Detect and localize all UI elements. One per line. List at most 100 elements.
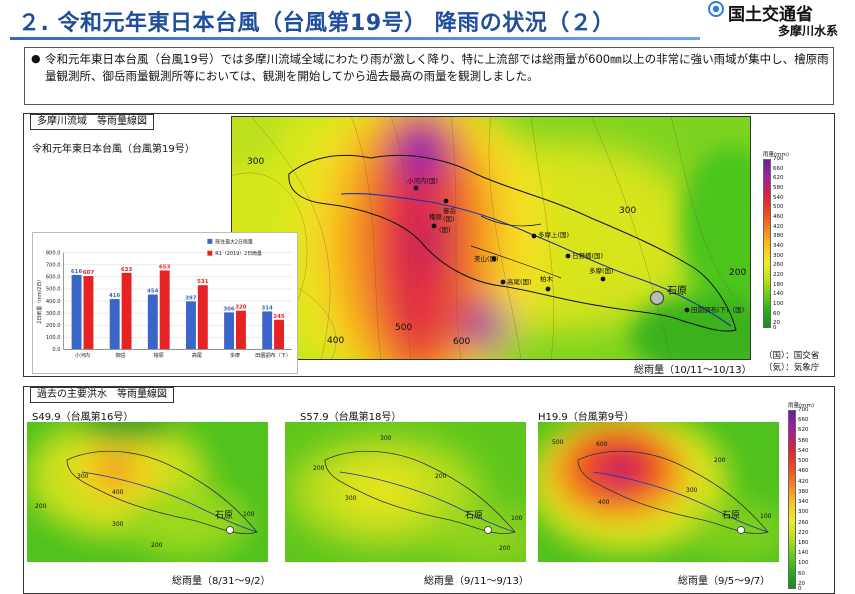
legend-tick-label: 460	[798, 468, 809, 475]
legend-tick-label: 340	[798, 499, 809, 506]
legend-tick-label: 500	[798, 458, 809, 465]
y-tick-label: 800.0	[46, 250, 61, 256]
x-tick-label: 小河内	[75, 352, 90, 359]
bar-value-label: 607	[83, 270, 95, 276]
legend-tick-label: 100	[798, 560, 809, 567]
legend-title: 雨量(mm)	[788, 403, 815, 409]
rainfall-legend-top: 雨量(mm) 700 660 620 580 540 500 460 420 380 340 300…	[763, 150, 789, 331]
ishihara-marker-icon	[737, 526, 745, 534]
bar	[159, 270, 170, 350]
legend-tick-label: 60	[773, 310, 780, 317]
bar-value-label: 633	[121, 267, 133, 273]
legend-tick-label: 20	[773, 320, 780, 327]
y-tick-label: 600.0	[46, 275, 61, 281]
legend-tick-label: 700	[798, 407, 809, 413]
map-caption-total-rain: 総雨量（10/11～10/13）	[634, 365, 752, 376]
station-label-ogouchi: 小河内(国)	[407, 176, 438, 185]
summary-text: 令和元年東日本台風（台風19号）では多摩川流域全域にわたり雨が激しく降り、特に上…	[45, 52, 829, 83]
bar	[185, 301, 196, 350]
station-label-ishihara: 石原	[722, 510, 740, 521]
x-tick-label: 檜原	[154, 352, 164, 359]
contour-label: 200	[151, 542, 163, 549]
legend-tick-label: 380	[773, 233, 784, 240]
legend-tick-label: 420	[773, 223, 784, 230]
page-title: ２. 令和元年東日本台風（台風第19号） 降雨の状況（２）	[18, 11, 615, 36]
rainfall-legend-bottom: 雨量(mm) 700 660 620 580 540 500 460 420 380 340 300…	[788, 401, 814, 592]
station-label-hinobashi: 日野橋(国)	[572, 251, 603, 260]
station-label-tamayama: 美山(国)	[474, 254, 499, 263]
x-tick-label: 高尾	[192, 352, 202, 359]
legend-tick-label: 180	[798, 539, 809, 546]
contour-label: 600	[596, 441, 608, 448]
bar	[274, 319, 285, 350]
bar	[147, 294, 158, 350]
y-tick-label: 300.0	[46, 311, 61, 317]
x-tick-label: 御岳	[116, 352, 126, 359]
legend-tick-label: 620	[773, 175, 784, 182]
legend-tick-label: 660	[798, 417, 809, 424]
contour-label: 300	[77, 473, 89, 480]
bar	[224, 312, 235, 350]
legend-tick-label: 580	[798, 437, 809, 444]
contour-label-500: 500	[395, 323, 412, 333]
bar	[235, 310, 246, 350]
y-tick-label: 500.0	[46, 287, 61, 293]
map-caption-s57: 総雨量（9/11～9/13）	[424, 576, 529, 587]
legend-label: 既往最大2日雨量	[215, 238, 253, 245]
legend-tick-label: 300	[773, 252, 784, 259]
legend-swatch	[207, 250, 213, 256]
legend-tick-label: 300	[798, 509, 809, 516]
station-label-kashiwagi: 柏木	[540, 274, 554, 283]
station-label-denenchofu: 田園調布(下)（国)	[691, 305, 744, 314]
station-label-ishihara: 石原	[667, 285, 687, 297]
map-caption-s49: 総雨量（8/31～9/2）	[172, 576, 271, 587]
source-note-jma: （気）：気象庁	[764, 363, 820, 373]
ishihara-marker-icon	[649, 290, 665, 306]
map-caption-h19: 総雨量（9/5～9/7）	[678, 576, 771, 587]
tama-basin-isohyet-panel: 多摩川流域 等雨量線図 令和元年東日本台風（台風第19号）	[23, 113, 835, 377]
isohyet-map-s49: 400 300 200 300 200 100 石原	[27, 422, 268, 562]
contour-label-600: 600	[453, 337, 470, 347]
bar-value-label: 314	[262, 305, 274, 311]
legend-tick-label: 0	[773, 325, 777, 331]
chart-legend: 既往最大2日雨量 R1（2019）2日雨量	[207, 238, 262, 257]
bar-value-label: 531	[197, 279, 209, 285]
two-day-rainfall-chart: 0.0 100.0 200.0 300.0 400.0 500.0 600.0 700.0 80…	[32, 232, 298, 374]
legend-swatch	[207, 238, 213, 244]
x-tick-label: 田園調布（下）	[255, 352, 291, 359]
contour-label: 200	[499, 545, 511, 552]
legend-color-bar	[788, 410, 796, 589]
bar	[197, 285, 208, 350]
mlit-logo-icon	[708, 1, 724, 17]
panel-tab-label: 多摩川流域 等雨量線図	[30, 114, 154, 130]
station-label-mitake: 御岳	[443, 206, 457, 215]
contour-label: 100	[243, 511, 255, 518]
bar-value-label: 454	[147, 289, 159, 295]
legend-color-bar	[763, 159, 771, 328]
bar	[83, 276, 94, 350]
legend-tick-label: 220	[773, 271, 784, 278]
station-label-hinohara-suffix: (国)	[439, 226, 451, 234]
station-label-tamakami: 多摩上(国)	[538, 230, 569, 239]
contour-label: 200	[435, 473, 447, 480]
panel-tab-label: 過去の主要洪水 等雨量線図	[30, 387, 174, 403]
ishihara-marker-icon	[226, 526, 234, 534]
station-label-hinohara: 檜原	[429, 212, 443, 221]
legend-tick-label: 700	[773, 156, 784, 162]
bar-value-label: 416	[109, 293, 121, 299]
legend-tick-label: 60	[798, 570, 805, 577]
bar	[262, 311, 273, 350]
contour-label-200: 200	[729, 268, 746, 278]
bar-value-label: 320	[235, 305, 247, 311]
station-label-mitake-suffix: (国)	[443, 215, 455, 223]
isohyet-map-s57: 300 200 300 200 200 100 石原	[285, 422, 526, 562]
legend-tick-label: 620	[798, 427, 809, 434]
chart-grid	[63, 252, 293, 350]
station-label-tama: 多摩(国)	[589, 266, 614, 275]
river-system-name: 多摩川水系	[778, 24, 839, 38]
contour-label: 200	[714, 457, 726, 464]
station-label-ishihara: 石原	[215, 510, 233, 521]
x-tick-label: 多摩	[230, 352, 240, 359]
legend-label: R1（2019）2日雨量	[215, 250, 262, 257]
map-title-s57: S57.9（台風第18号）	[300, 412, 402, 423]
